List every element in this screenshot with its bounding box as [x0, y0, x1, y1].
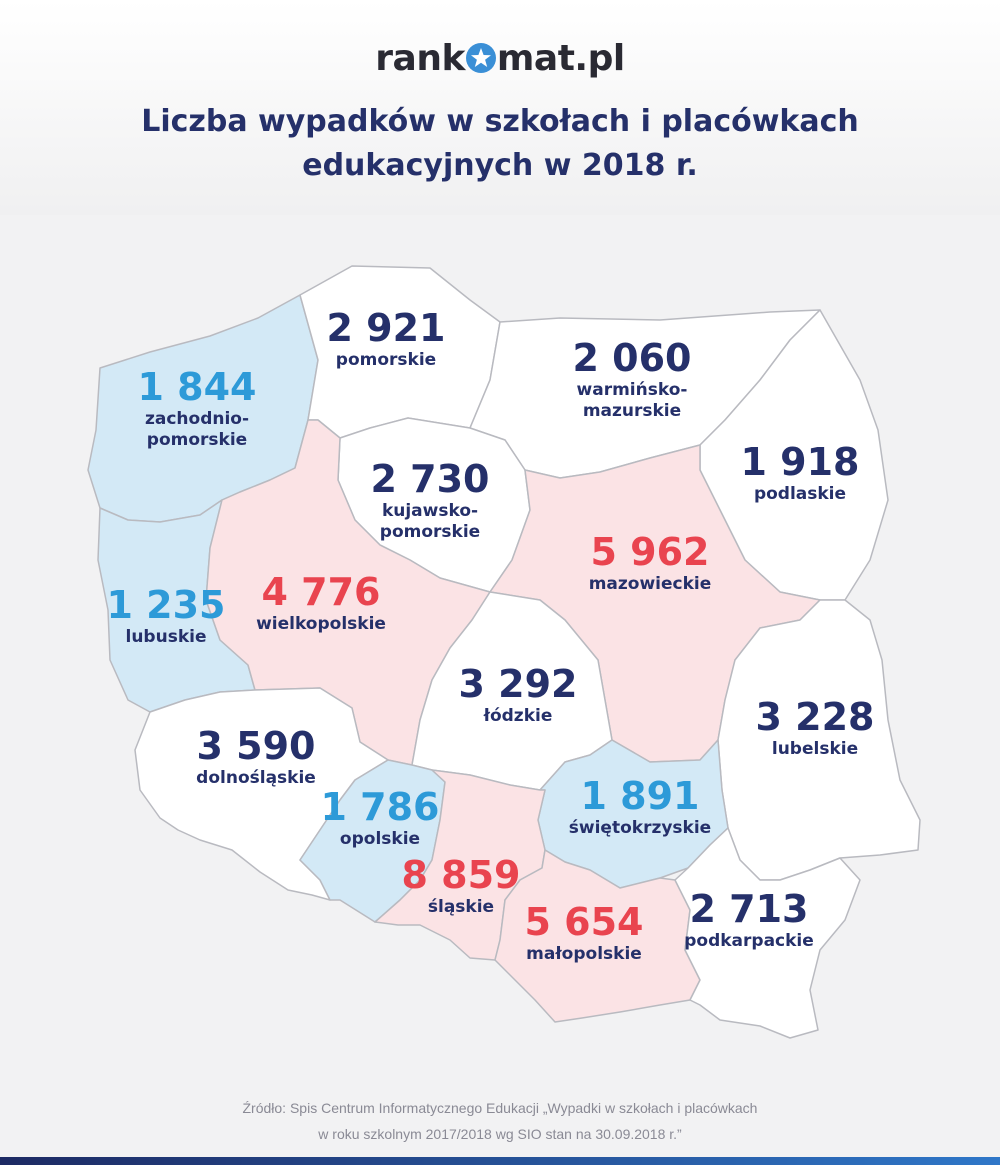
region-value: 2 921 — [326, 306, 446, 350]
region-podkarpackie — [674, 827, 861, 1039]
source-note: Źródło: Spis Centrum Informatycznego Edu… — [100, 1095, 900, 1147]
region-label-lodzkie: 3 292 łódzkie — [418, 662, 618, 727]
region-name: kujawsko- — [381, 501, 479, 521]
region-name: łódzkie — [483, 706, 553, 726]
region-name: dolnośląskie — [196, 768, 316, 788]
page-title: Liczba wypadków w szkołach i placówkach … — [60, 100, 940, 188]
region-name: świętokrzyskie — [568, 818, 712, 838]
region-label-kujawsko-pomorskie: 2 730 kujawsko-pomorskie — [330, 457, 530, 543]
title-line-1: Liczba wypadków w szkołach i placówkach — [141, 104, 859, 139]
region-value: 3 590 — [196, 724, 316, 768]
region-name: opolskie — [339, 829, 421, 849]
region-name: podkarpackie — [684, 931, 814, 951]
star-icon — [465, 43, 496, 73]
region-label-lubelskie: 3 228 lubelskie — [715, 695, 915, 760]
region-label-podlaskie: 1 918 podlaskie — [700, 440, 900, 505]
region-label-podkarpackie: 2 713 podkarpackie — [649, 887, 849, 952]
region-name: małopolskie — [526, 944, 642, 964]
region-value: 1 786 — [320, 785, 440, 829]
region-value: 2 730 — [370, 457, 490, 501]
region-label-zachodniopomorskie: 1 844 zachodnio-pomorskie — [97, 365, 297, 451]
region-label-warminsko-mazurskie: 2 060 warmińsko-mazurskie — [532, 336, 732, 422]
logo: rank mat.pl — [375, 38, 625, 79]
title-line-2: edukacyjnych w 2018 r. — [302, 148, 698, 183]
region-label-dolnoslaskie: 3 590 dolnośląskie — [156, 724, 356, 789]
region-label-lubuskie: 1 235 lubuskie — [66, 583, 266, 648]
bottom-bar — [0, 1157, 1000, 1165]
region-malopolskie — [494, 849, 701, 1023]
region-value: 1 844 — [137, 365, 257, 409]
region-name: zachodnio- — [144, 409, 250, 429]
region-name: lubelskie — [771, 739, 859, 759]
region-label-mazowieckie: 5 962 mazowieckie — [550, 530, 750, 595]
region-name: wielkopolskie — [256, 614, 386, 634]
source-line-2: w roku szkolnym 2017/2018 wg SIO stan na… — [318, 1126, 682, 1142]
region-label-pomorskie: 2 921 pomorskie — [286, 306, 486, 371]
region-label-malopolskie: 5 654 małopolskie — [484, 900, 684, 965]
region-name: warmińsko- — [576, 380, 688, 400]
region-value: 4 776 — [261, 570, 381, 614]
region-value: 1 891 — [580, 774, 700, 818]
region-value: 8 859 — [401, 853, 521, 897]
region-name: podlaskie — [753, 484, 847, 504]
region-value: 3 292 — [458, 662, 578, 706]
region-name: lubuskie — [125, 627, 207, 647]
region-value: 2 060 — [572, 336, 692, 380]
region-label-wielkopolskie: 4 776 wielkopolskie — [221, 570, 421, 635]
region-value: 5 962 — [590, 530, 710, 574]
region-name: mazurskie — [582, 401, 682, 421]
region-label-opolskie: 1 786 opolskie — [280, 785, 480, 850]
region-label-swietokrzyskie: 1 891 świętokrzyskie — [540, 774, 740, 839]
region-name: pomorskie — [379, 522, 481, 542]
header-band — [0, 0, 1000, 215]
region-name: mazowieckie — [588, 574, 712, 594]
region-value: 1 235 — [106, 583, 226, 627]
region-name: śląskie — [427, 897, 495, 917]
region-name: pomorskie — [335, 350, 437, 370]
region-value: 1 918 — [740, 440, 860, 484]
region-name: pomorskie — [146, 430, 248, 450]
region-value: 2 713 — [689, 887, 809, 931]
region-label-slaskie: 8 859 śląskie — [361, 853, 561, 918]
source-line-1: Źródło: Spis Centrum Informatycznego Edu… — [242, 1100, 758, 1116]
region-value: 5 654 — [524, 900, 644, 944]
region-value: 3 228 — [755, 695, 875, 739]
